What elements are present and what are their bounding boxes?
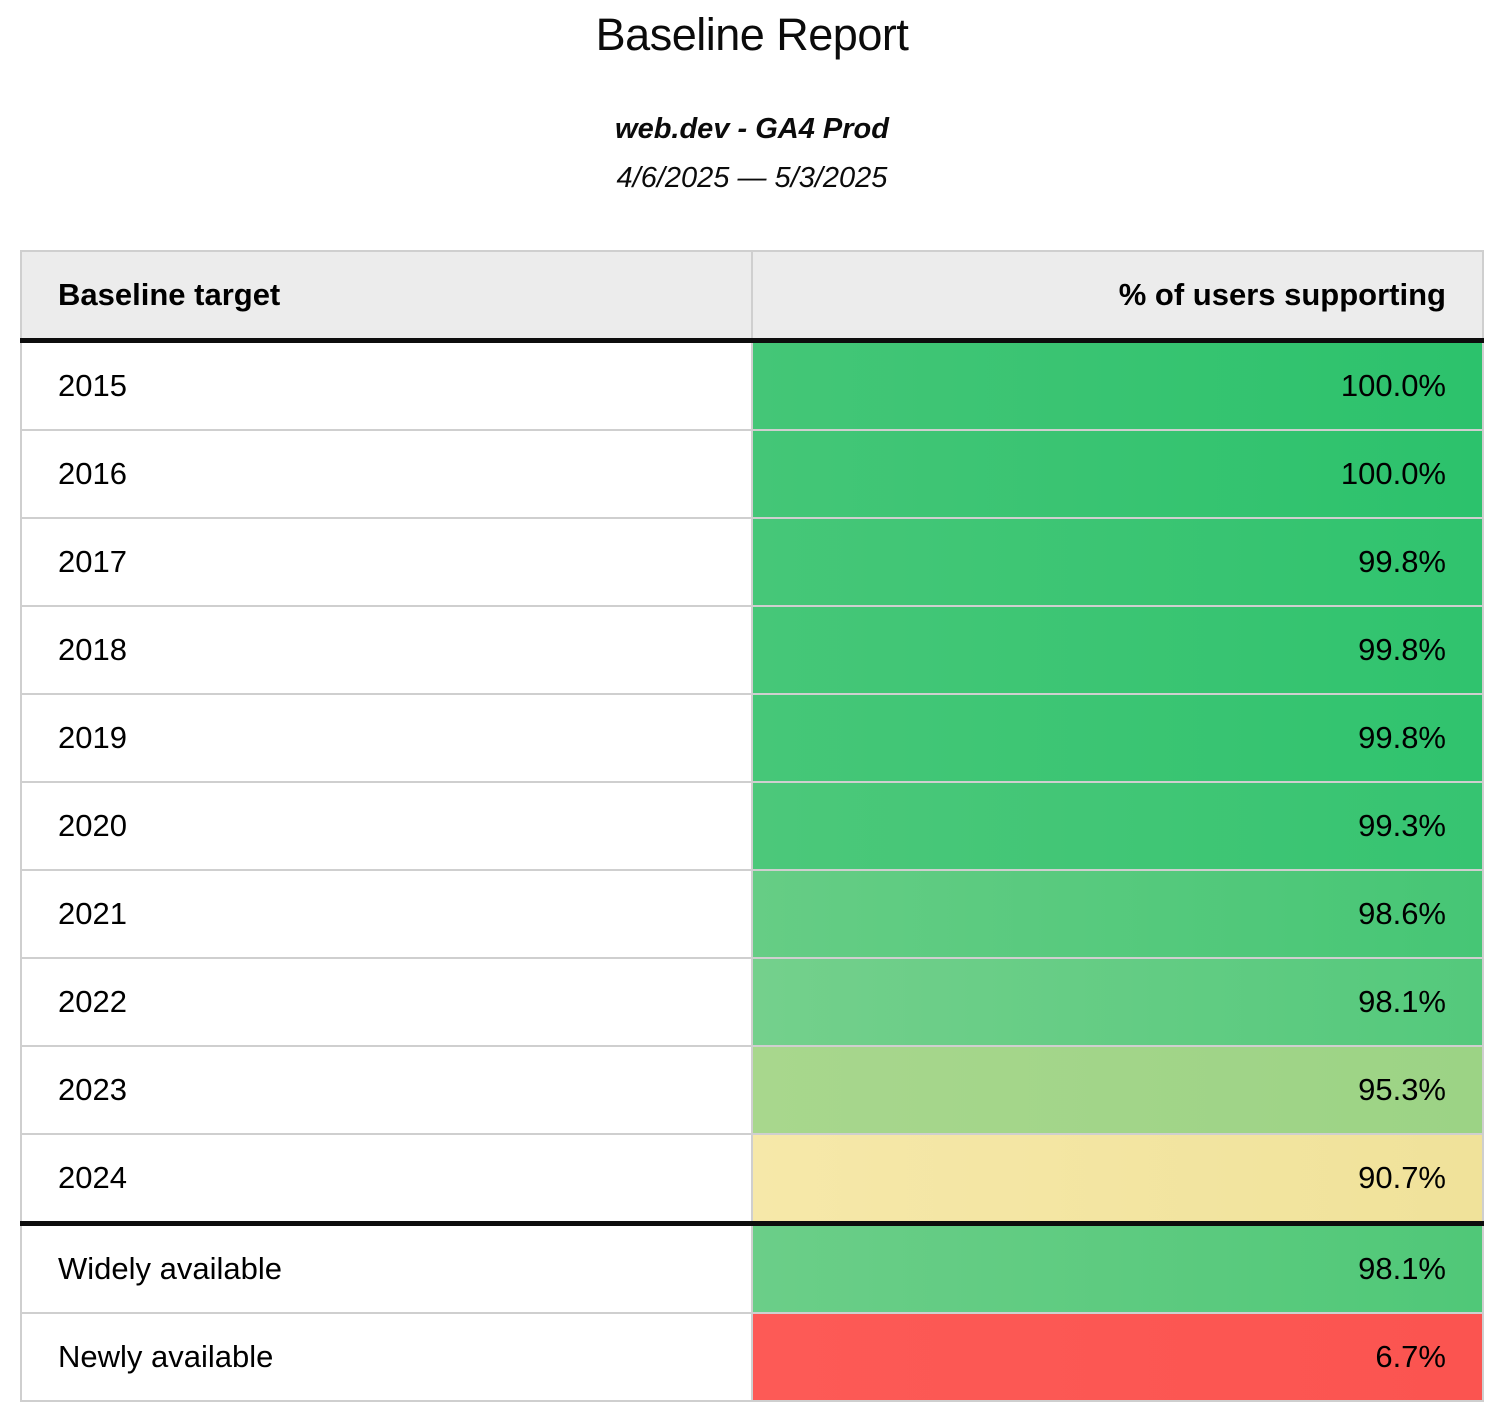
users-supporting-cell: 98.1% bbox=[751, 1220, 1484, 1314]
table-row: 2024 90.7% bbox=[20, 1132, 1484, 1225]
baseline-table: Baseline target % of users supporting 20… bbox=[20, 249, 1484, 1402]
baseline-target-cell: 2016 bbox=[20, 428, 753, 519]
report-date-range: 4/6/2025 — 5/3/2025 bbox=[616, 161, 888, 194]
table-row: 2019 99.8% bbox=[20, 692, 1484, 783]
column-header-users-supporting: % of users supporting bbox=[751, 249, 1484, 343]
table-header: Baseline target % of users supporting bbox=[20, 249, 1484, 343]
table-row: 2023 95.3% bbox=[20, 1044, 1484, 1135]
table-row: Widely available 98.1% bbox=[20, 1220, 1484, 1314]
table-row: 2017 99.8% bbox=[20, 516, 1484, 607]
baseline-target-cell: 2017 bbox=[20, 516, 753, 607]
users-supporting-cell: 90.7% bbox=[751, 1132, 1484, 1225]
users-supporting-cell: 95.3% bbox=[751, 1044, 1484, 1135]
baseline-target-cell: Widely available bbox=[20, 1220, 753, 1314]
page-title: Baseline Report bbox=[595, 9, 909, 60]
table-row: 2015 100.0% bbox=[20, 339, 1484, 431]
users-supporting-cell: 99.8% bbox=[751, 604, 1484, 695]
column-header-baseline-target: Baseline target bbox=[20, 249, 753, 343]
users-supporting-cell: 99.8% bbox=[751, 516, 1484, 607]
table-body: 2015 100.0% 2016 100.0% 2017 99.8% 2018 99.8% 20… bbox=[20, 339, 1484, 1402]
baseline-target-cell: 2019 bbox=[20, 692, 753, 783]
users-supporting-cell: 6.7% bbox=[751, 1311, 1484, 1402]
baseline-target-cell: 2022 bbox=[20, 956, 753, 1047]
table-header-row: Baseline target % of users supporting bbox=[20, 249, 1484, 343]
baseline-target-cell: 2024 bbox=[20, 1132, 753, 1225]
table-row: 2016 100.0% bbox=[20, 428, 1484, 519]
baseline-target-cell: 2018 bbox=[20, 604, 753, 695]
users-supporting-cell: 99.8% bbox=[751, 692, 1484, 783]
table-row: 2018 99.8% bbox=[20, 604, 1484, 695]
baseline-target-cell: Newly available bbox=[20, 1311, 753, 1402]
users-supporting-cell: 98.6% bbox=[751, 868, 1484, 959]
users-supporting-cell: 98.1% bbox=[751, 956, 1484, 1047]
baseline-target-cell: 2015 bbox=[20, 339, 753, 431]
baseline-target-cell: 2020 bbox=[20, 780, 753, 871]
baseline-report-page: Baseline Report web.dev - GA4 Prod 4/6/2… bbox=[0, 8, 1504, 1426]
table-row: Newly available 6.7% bbox=[20, 1311, 1484, 1402]
users-supporting-cell: 100.0% bbox=[751, 428, 1484, 519]
table-row: 2021 98.6% bbox=[20, 868, 1484, 959]
table-row: 2022 98.1% bbox=[20, 956, 1484, 1047]
baseline-target-cell: 2021 bbox=[20, 868, 753, 959]
table-row: 2020 99.3% bbox=[20, 780, 1484, 871]
users-supporting-cell: 100.0% bbox=[751, 339, 1484, 431]
users-supporting-cell: 99.3% bbox=[751, 780, 1484, 871]
baseline-target-cell: 2023 bbox=[20, 1044, 753, 1135]
report-subtitle: web.dev - GA4 Prod bbox=[615, 113, 889, 145]
